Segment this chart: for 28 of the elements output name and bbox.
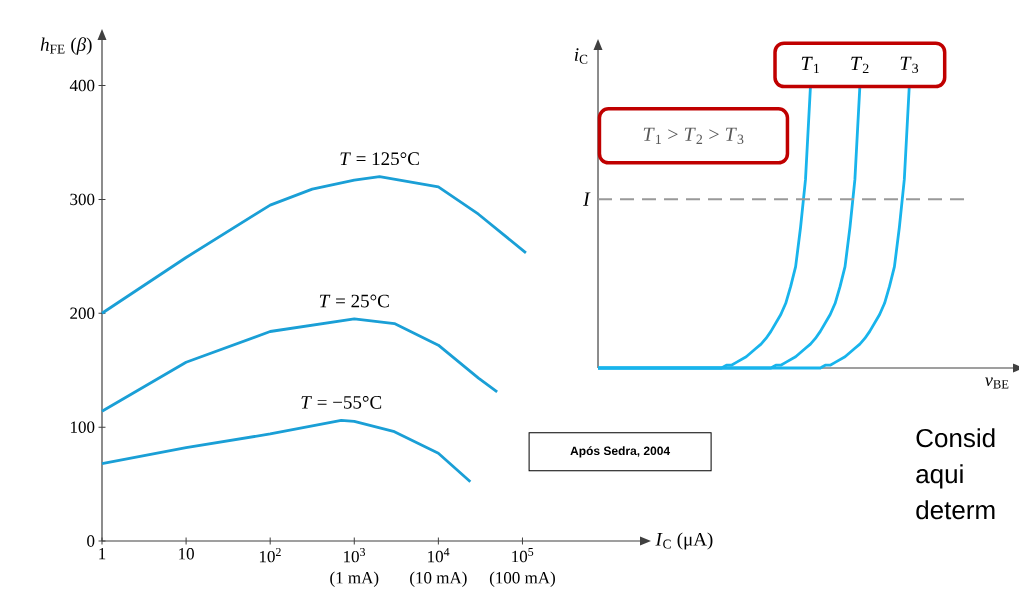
text: Consid aqui determ	[916, 428, 995, 520]
x-tick-label: 10	[179, 548, 194, 560]
y-tick-label: 100	[70, 421, 95, 433]
ref-line-label: I	[582, 192, 591, 206]
y-tick-label: 200	[70, 307, 95, 320]
x-axis-title: v$_{BE}$	[985, 377, 1009, 389]
series-label: T = 25°C	[319, 294, 389, 308]
y-axis-title: i$_{C}$	[574, 48, 588, 64]
series-label: T = 125°C	[340, 152, 419, 166]
series-label: T = −55°C	[301, 395, 382, 409]
x-tick-label: 10$^{3}$	[344, 548, 366, 563]
x-tick-label: 10$^{5}$	[512, 548, 534, 563]
x-axis-title: I$_{C}$ (μA)	[655, 532, 713, 550]
annotation: T$_{1}$ > T$_{2}$ > T$_{3}$	[643, 127, 744, 145]
x-tick-label: 1	[99, 548, 106, 560]
y-tick-label: 400	[69, 79, 95, 92]
y-tick-label: 300	[70, 193, 95, 206]
x-tick-label: 10$^{2}$	[259, 548, 281, 563]
y-axis-title: h$_{FE}$ (β)	[40, 37, 92, 55]
annotation: Após Sedra, 2004	[570, 446, 671, 458]
series-label: T$_{3}$	[900, 56, 919, 74]
y-tick-label: 0	[87, 535, 95, 547]
x-tick-label: 10$^{4}$	[428, 548, 450, 563]
text: (100 mA)	[489, 571, 555, 587]
text: (10 mA)	[410, 571, 467, 587]
series-label: T$_{1}$	[801, 56, 820, 74]
series-label: T$_{2}$	[851, 56, 869, 74]
text: (1 mA)	[330, 571, 379, 587]
